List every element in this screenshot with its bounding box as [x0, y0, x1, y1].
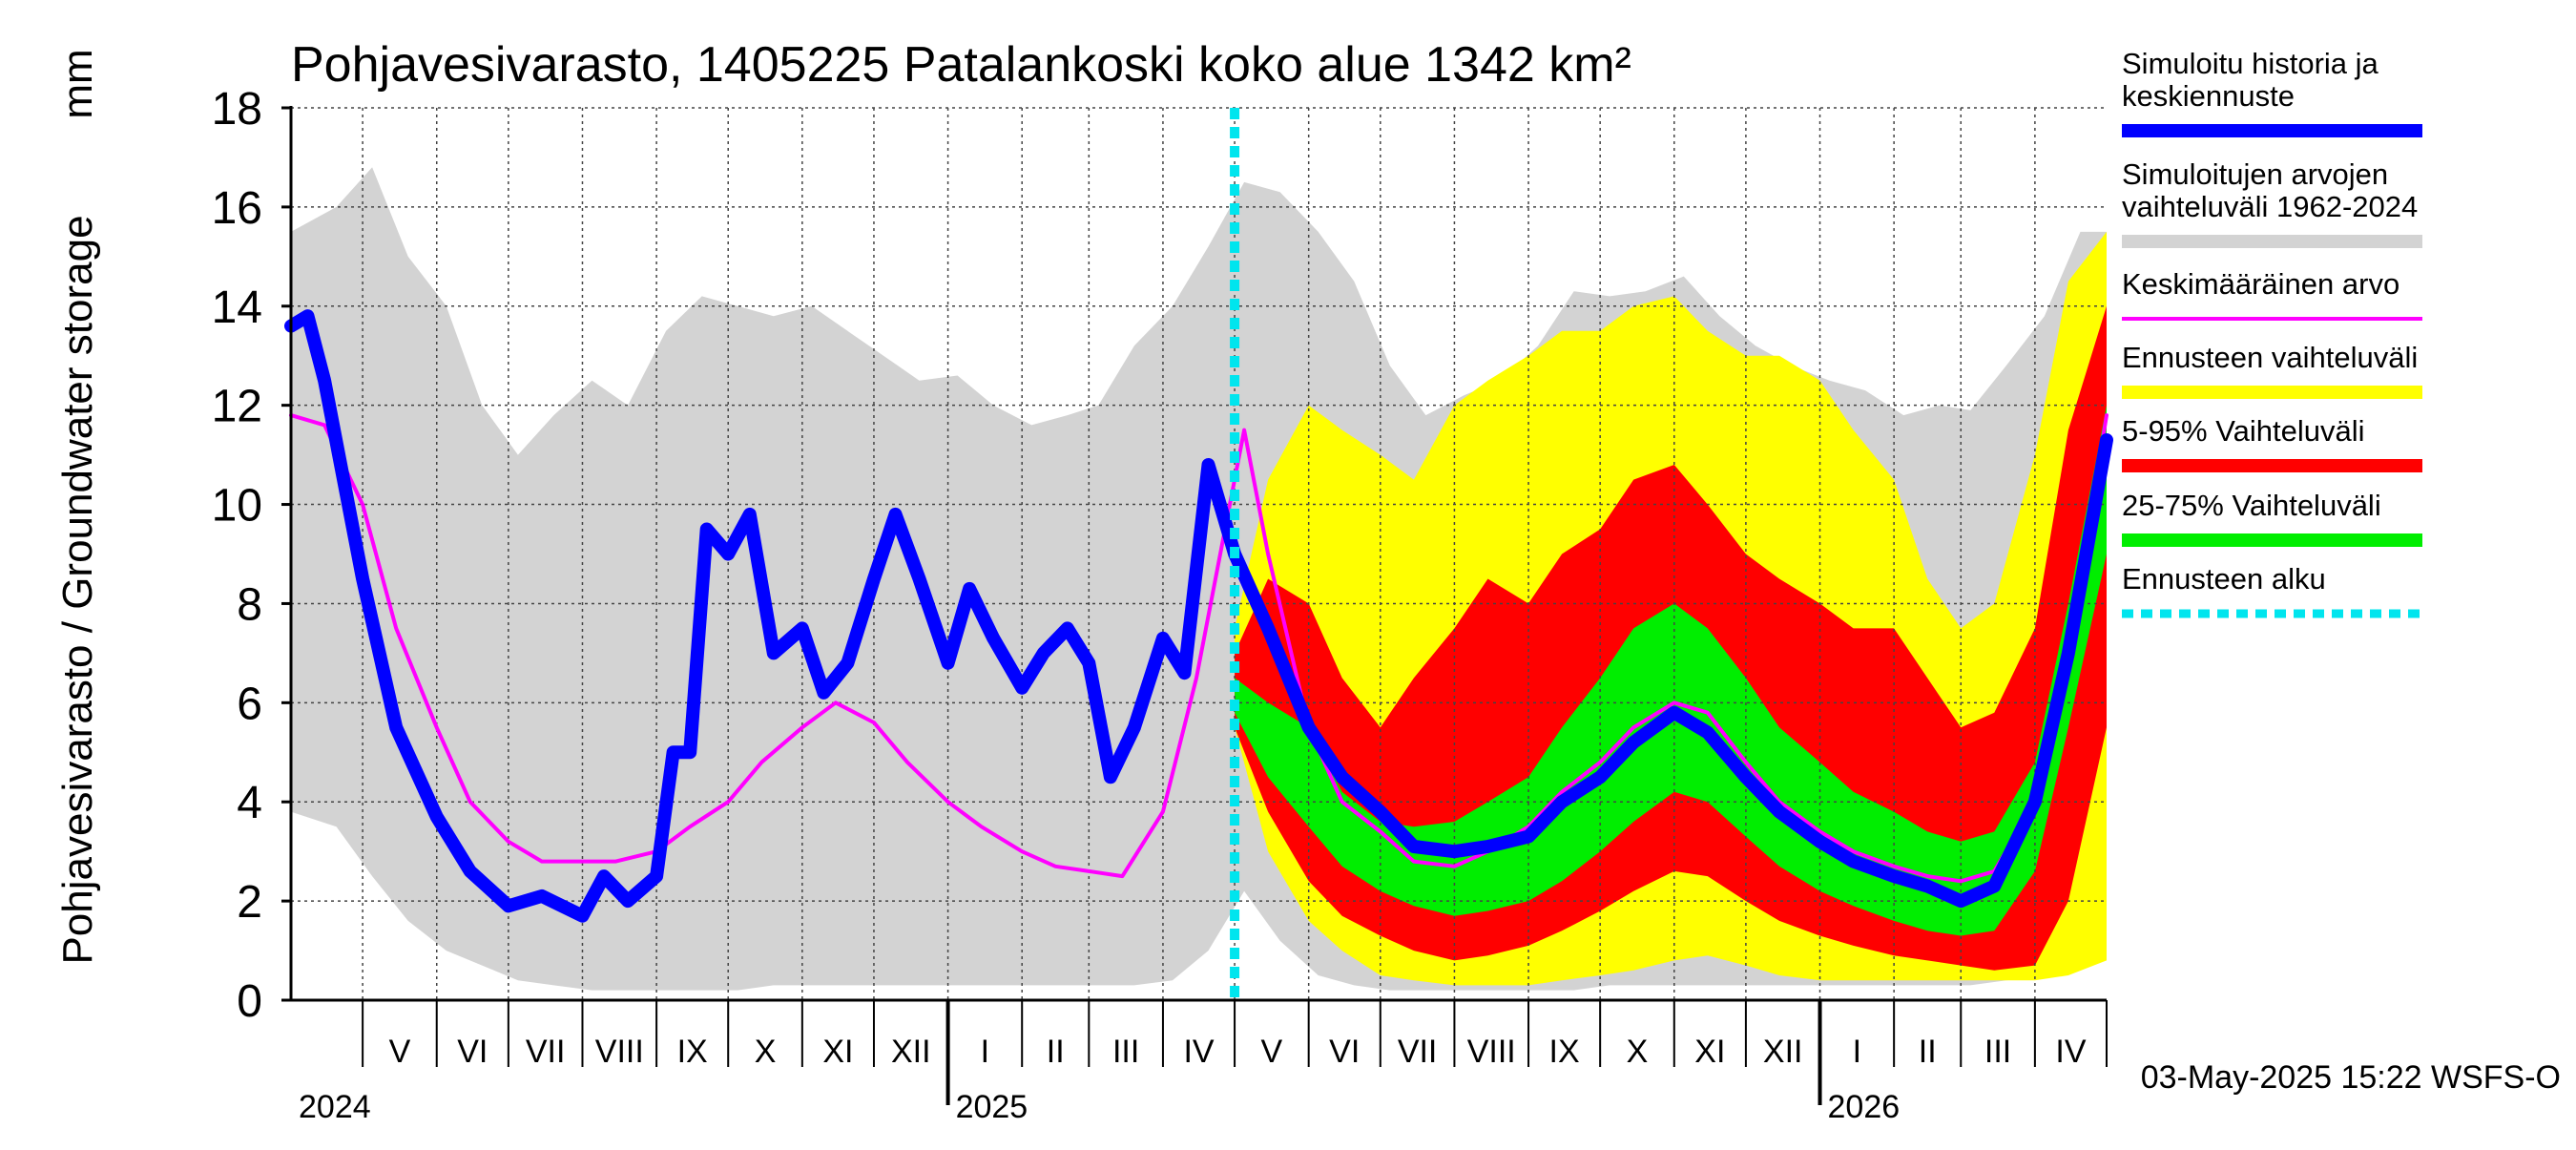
legend-label-line: Ennusteen vaihteluväli: [2122, 341, 2418, 374]
y-tick-label: 2: [237, 877, 262, 928]
y-tick-label: 14: [212, 282, 262, 333]
band-area-3: [1235, 405, 2107, 936]
month-label: V: [1261, 1034, 1283, 1070]
y-tick-label: 4: [237, 778, 262, 828]
legend-label-line: 5-95% Vaihteluväli: [2122, 414, 2364, 448]
month-label: III: [1984, 1034, 2011, 1070]
month-label: VI: [457, 1034, 488, 1070]
month-label: II: [1047, 1034, 1065, 1070]
y-tick-label: 12: [212, 382, 262, 432]
legend-label-line: Simuloitujen arvojen: [2122, 157, 2388, 191]
line-layer: [284, 108, 2113, 1000]
forecast-history-line: [284, 309, 2113, 923]
legend: Simuloitu historia ja keskiennusteSimuloi…: [2122, 47, 2422, 618]
legend-label-line: Simuloitu historia ja: [2122, 47, 2379, 80]
y-tick-label: 10: [212, 481, 262, 532]
chart-title: Pohjavesivarasto, 1405225 Patalankoski k…: [291, 37, 1631, 93]
month-label: XI: [822, 1034, 853, 1070]
year-label: 2024: [299, 1089, 371, 1125]
legend-label-line: Ennusteen alku: [2122, 562, 2326, 596]
legend-label: Ennusteen vaihteluväli: [2122, 341, 2418, 374]
legend-label: Simuloitu historia ja keskiennuste: [2122, 47, 2379, 113]
month-label: VIII: [595, 1034, 644, 1070]
month-label: X: [755, 1034, 777, 1070]
y-axis-unit: mm: [54, 49, 101, 118]
month-label: VII: [1398, 1034, 1438, 1070]
month-label: I: [1853, 1034, 1861, 1070]
legend-label: Simuloitujen arvojen vaihteluväli 1962-20…: [2122, 157, 2418, 223]
y-tick-label: 16: [212, 183, 262, 234]
month-label: I: [981, 1034, 989, 1070]
month-label: IX: [677, 1034, 708, 1070]
year-label: 2026: [1828, 1089, 1901, 1125]
month-label: XII: [1763, 1034, 1803, 1070]
month-label: IX: [1549, 1034, 1580, 1070]
legend-label: Keskimääräinen arvo: [2122, 267, 2399, 301]
legend-label-line: keskiennuste: [2122, 79, 2295, 113]
y-tick-label: 8: [237, 579, 262, 630]
legend-label-line: Keskimääräinen arvo: [2122, 267, 2399, 301]
legend-label: 25-75% Vaihteluväli: [2122, 489, 2381, 522]
mean-line: [289, 413, 2109, 884]
y-axis-label: Pohjavesivarasto / Groundwater storage: [54, 215, 101, 964]
y-tick-label: 6: [237, 679, 262, 729]
month-label: VI: [1329, 1034, 1360, 1070]
month-label: V: [389, 1034, 411, 1070]
legend-label-line: 25-75% Vaihteluväli: [2122, 489, 2381, 522]
month-label: IV: [1183, 1034, 1214, 1070]
month-label: VII: [526, 1034, 566, 1070]
legend-label: 5-95% Vaihteluväli: [2122, 414, 2364, 448]
month-label: IV: [2055, 1034, 2086, 1070]
month-label: III: [1112, 1034, 1139, 1070]
month-label: VIII: [1467, 1034, 1516, 1070]
month-label: XI: [1694, 1034, 1725, 1070]
legend-label-line: vaihteluväli 1962-2024: [2122, 190, 2418, 223]
timestamp: 03-May-2025 15:22 WSFS-O: [2141, 1059, 2561, 1096]
year-label: 2025: [956, 1089, 1028, 1125]
y-tick-label: 0: [237, 976, 262, 1027]
month-label: XII: [891, 1034, 931, 1070]
y-tick-label: 18: [212, 84, 262, 135]
month-label: X: [1627, 1034, 1649, 1070]
legend-label: Ennusteen alku: [2122, 562, 2326, 596]
month-label: II: [1919, 1034, 1937, 1070]
